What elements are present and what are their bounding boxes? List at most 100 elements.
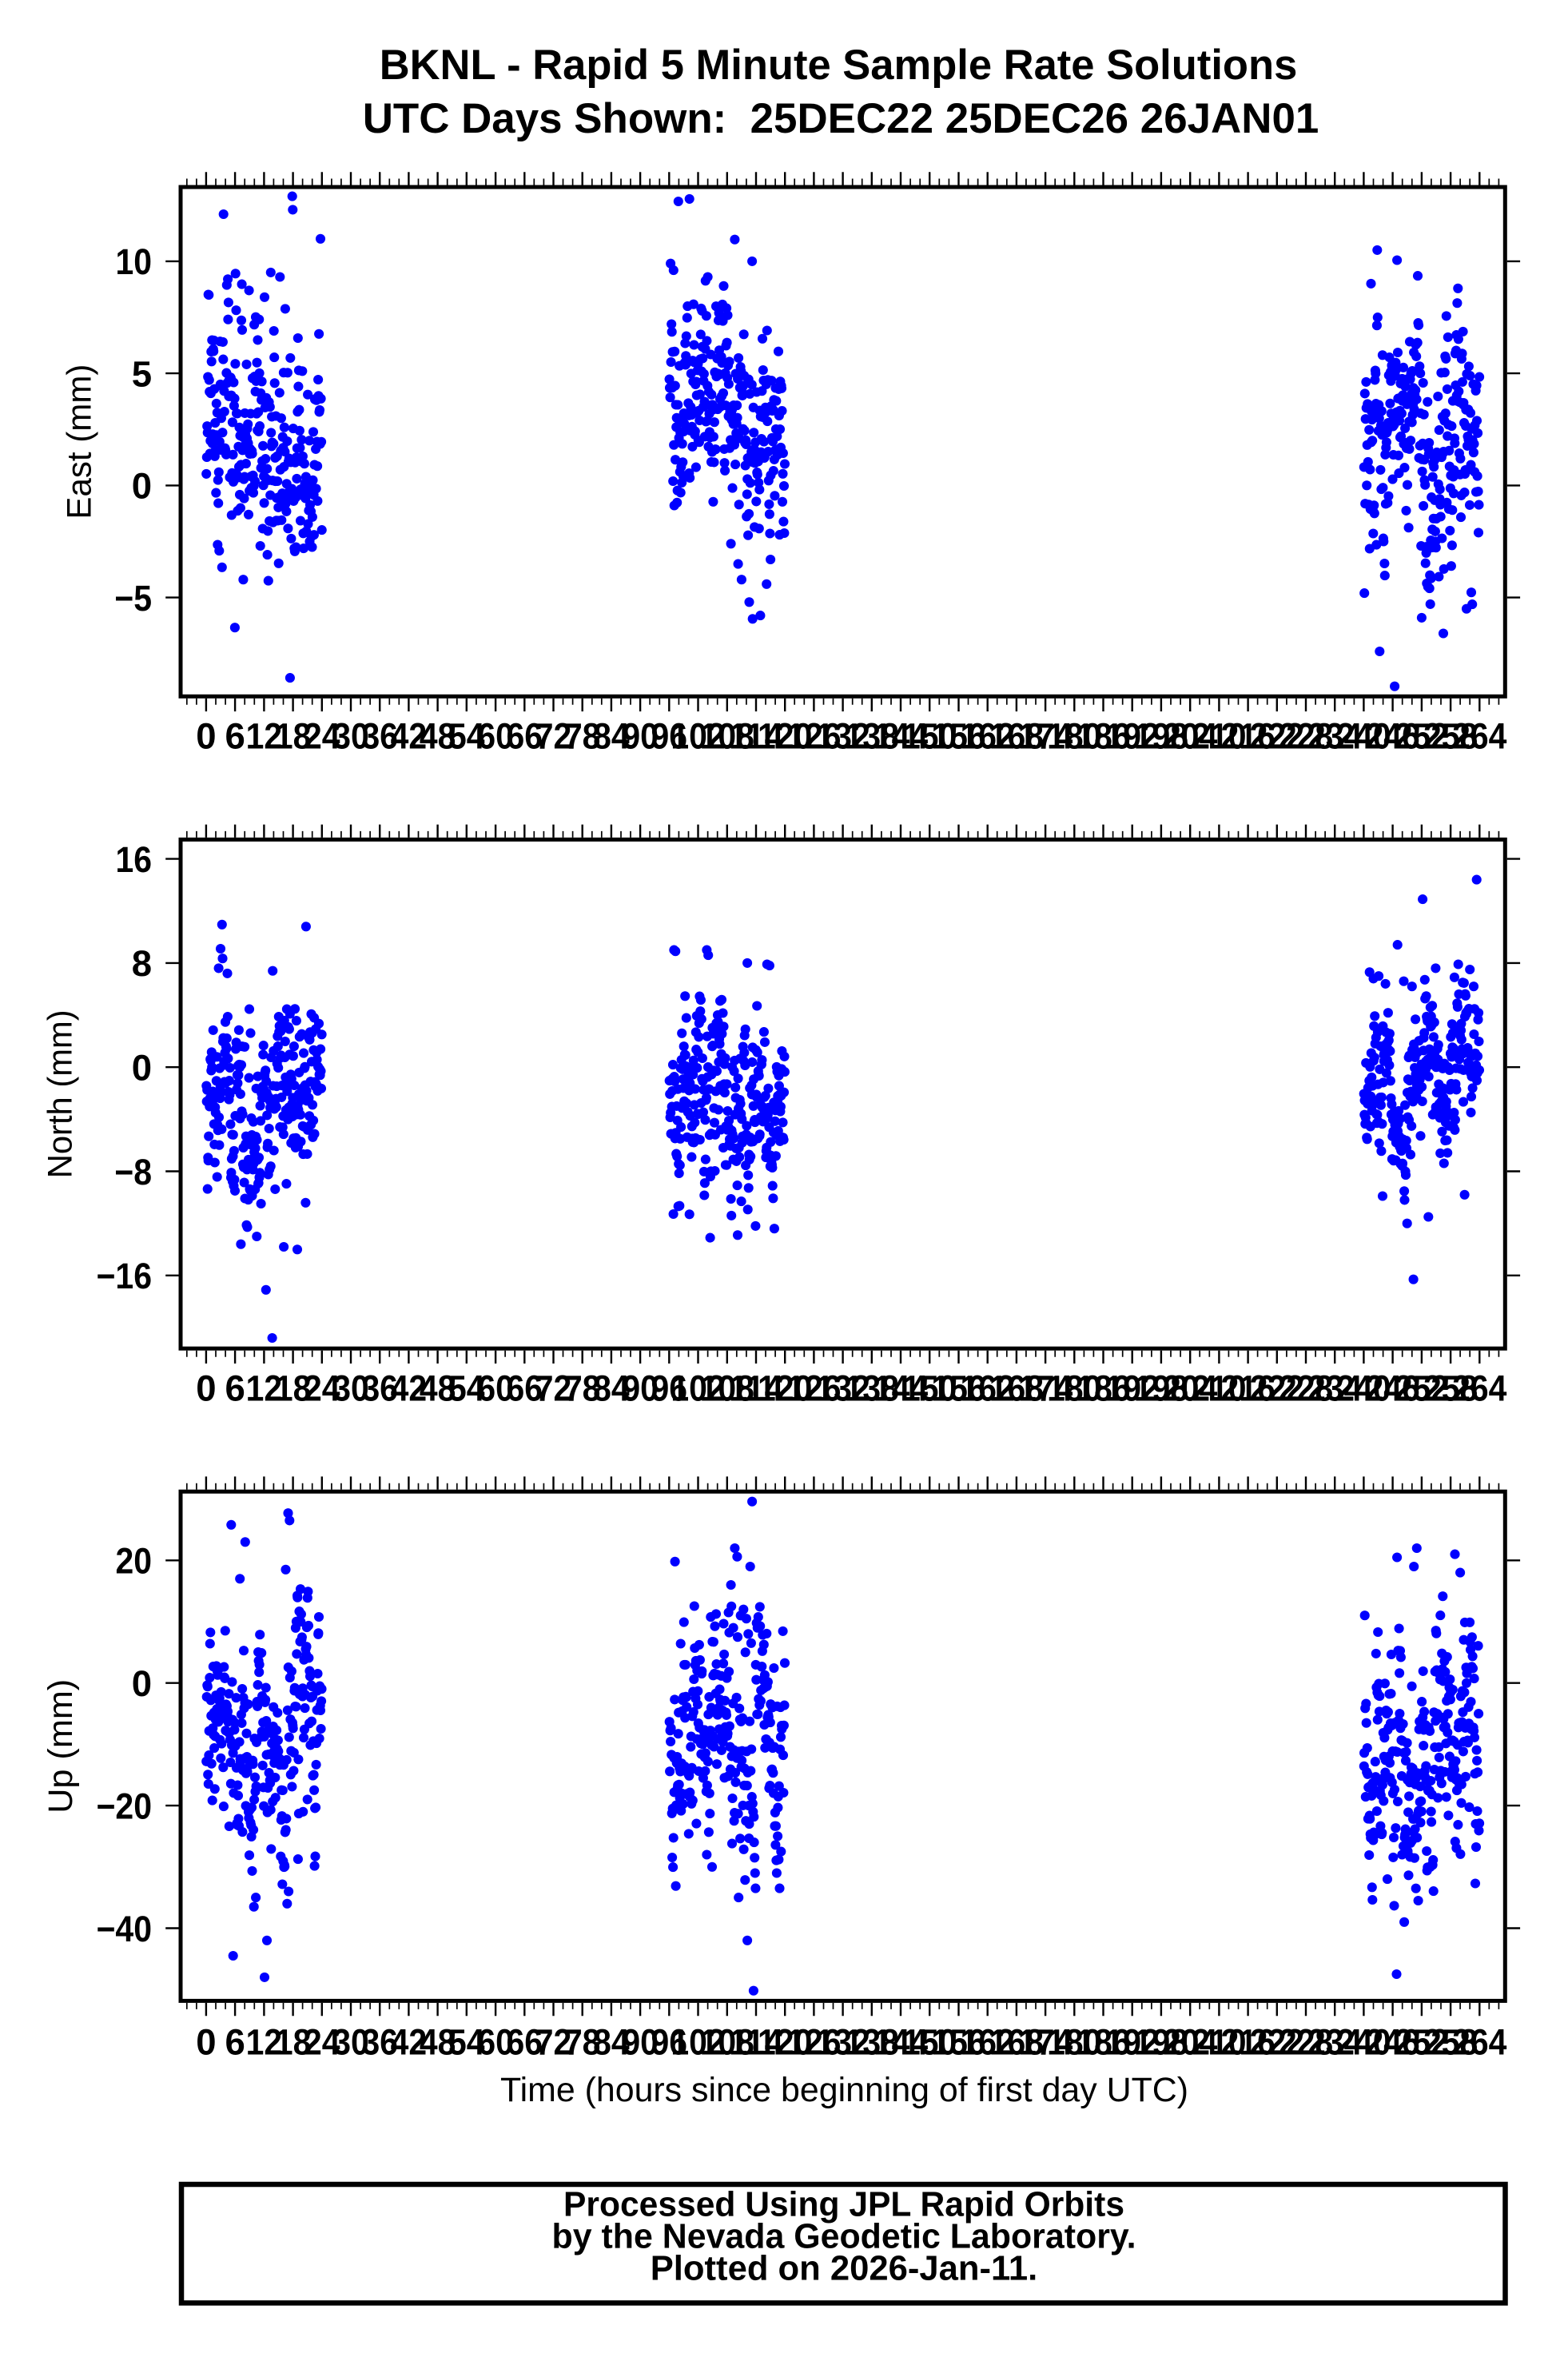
svg-text:180: 180 (1047, 716, 1101, 757)
svg-text:222: 222 (1250, 716, 1304, 757)
svg-text:210: 210 (1192, 716, 1246, 757)
svg-text:168: 168 (989, 716, 1044, 757)
svg-text:162: 162 (961, 1368, 1015, 1408)
svg-text:156: 156 (931, 716, 985, 757)
svg-text:216: 216 (1220, 716, 1275, 757)
svg-text:264: 264 (1452, 2022, 1507, 2063)
svg-text:96: 96 (651, 716, 688, 757)
svg-text:90: 90 (622, 716, 659, 757)
svg-text:156: 156 (931, 1368, 985, 1408)
svg-text:174: 174 (1018, 716, 1073, 757)
svg-text:258: 258 (1423, 716, 1478, 757)
svg-text:−8: −8 (114, 1152, 152, 1192)
svg-text:132: 132 (815, 716, 870, 757)
svg-text:126: 126 (786, 1368, 841, 1408)
svg-text:96: 96 (651, 2022, 688, 2063)
svg-text:102: 102 (671, 1368, 725, 1408)
svg-text:144: 144 (874, 716, 929, 757)
svg-text:0: 0 (196, 1368, 216, 1408)
svg-text:BKNL - Rapid 5 Minute Sample R: BKNL - Rapid 5 Minute Sample Rate Soluti… (380, 42, 1298, 89)
svg-text:48: 48 (420, 1368, 456, 1408)
svg-text:102: 102 (671, 2022, 725, 2063)
svg-text:Plotted on 2026-Jan-11.: Plotted on 2026-Jan-11. (651, 2250, 1038, 2288)
svg-text:96: 96 (651, 1368, 688, 1408)
svg-text:66: 66 (507, 1368, 543, 1408)
svg-text:252: 252 (1395, 716, 1449, 757)
svg-text:114: 114 (729, 1368, 784, 1408)
svg-text:228: 228 (1279, 2022, 1333, 2063)
svg-text:66: 66 (507, 2022, 543, 2063)
svg-text:264: 264 (1452, 1368, 1507, 1408)
svg-text:72: 72 (535, 716, 572, 757)
svg-text:108: 108 (700, 716, 754, 757)
svg-text:246: 246 (1365, 2022, 1419, 2063)
svg-text:84: 84 (593, 1368, 630, 1408)
svg-text:138: 138 (845, 2022, 899, 2063)
svg-text:186: 186 (1076, 716, 1130, 757)
svg-text:78: 78 (564, 716, 601, 757)
svg-text:72: 72 (535, 2022, 572, 2063)
svg-text:108: 108 (700, 2022, 754, 2063)
svg-text:252: 252 (1395, 2022, 1449, 2063)
svg-text:78: 78 (564, 2022, 601, 2063)
svg-text:20: 20 (116, 1541, 153, 1582)
svg-text:60: 60 (477, 2022, 514, 2063)
svg-text:54: 54 (448, 716, 485, 757)
svg-text:186: 186 (1076, 1368, 1130, 1408)
svg-text:72: 72 (535, 1368, 572, 1408)
svg-text:198: 198 (1134, 716, 1188, 757)
svg-text:138: 138 (845, 1368, 899, 1408)
svg-text:30: 30 (332, 2022, 369, 2063)
svg-text:180: 180 (1047, 2022, 1101, 2063)
svg-text:180: 180 (1047, 1368, 1101, 1408)
svg-text:126: 126 (786, 2022, 841, 2063)
svg-text:240: 240 (1336, 716, 1391, 757)
svg-text:174: 174 (1018, 2022, 1073, 2063)
svg-text:36: 36 (361, 1368, 398, 1408)
svg-text:126: 126 (786, 716, 841, 757)
svg-text:102: 102 (671, 716, 725, 757)
svg-text:162: 162 (961, 716, 1015, 757)
svg-text:234: 234 (1307, 2022, 1363, 2063)
svg-text:252: 252 (1395, 1368, 1449, 1408)
svg-text:8: 8 (132, 943, 152, 984)
svg-text:−5: −5 (114, 578, 152, 619)
svg-text:198: 198 (1134, 1368, 1188, 1408)
svg-text:48: 48 (420, 2022, 456, 2063)
svg-text:204: 204 (1163, 716, 1218, 757)
svg-text:24: 24 (304, 716, 340, 757)
svg-text:UTC Days Shown: 25DEC22 25DEC: UTC Days Shown: 25DEC22 25DEC26 26JAN01 (363, 95, 1319, 142)
svg-text:198: 198 (1134, 2022, 1188, 2063)
svg-text:North (mm): North (mm) (42, 1009, 79, 1178)
svg-text:18: 18 (275, 2022, 312, 2063)
svg-text:150: 150 (902, 716, 957, 757)
svg-text:204: 204 (1163, 1368, 1218, 1408)
svg-text:210: 210 (1192, 1368, 1246, 1408)
svg-text:by the Nevada Geodetic Laborat: by the Nevada Geodetic Laboratory. (552, 2217, 1136, 2255)
svg-text:258: 258 (1423, 2022, 1478, 2063)
svg-text:Up (mm): Up (mm) (42, 1679, 80, 1814)
svg-text:264: 264 (1452, 716, 1507, 757)
svg-text:−16: −16 (97, 1256, 153, 1296)
svg-text:120: 120 (758, 716, 812, 757)
svg-text:60: 60 (477, 1368, 514, 1408)
svg-text:6: 6 (225, 716, 245, 757)
svg-text:0: 0 (132, 466, 152, 507)
svg-text:Processed Using JPL Rapid Orbi: Processed Using JPL Rapid Orbits (563, 2185, 1124, 2224)
svg-text:192: 192 (1105, 1368, 1160, 1408)
svg-text:138: 138 (845, 716, 899, 757)
svg-text:36: 36 (361, 2022, 398, 2063)
svg-text:84: 84 (593, 2022, 630, 2063)
svg-text:90: 90 (622, 2022, 659, 2063)
svg-text:216: 216 (1220, 1368, 1275, 1408)
svg-text:228: 228 (1279, 716, 1333, 757)
svg-text:240: 240 (1336, 2022, 1391, 2063)
svg-text:192: 192 (1105, 2022, 1160, 2063)
svg-text:42: 42 (391, 716, 428, 757)
svg-text:150: 150 (902, 2022, 957, 2063)
svg-text:228: 228 (1279, 1368, 1333, 1408)
svg-text:54: 54 (448, 1368, 485, 1408)
svg-text:90: 90 (622, 1368, 659, 1408)
svg-text:240: 240 (1336, 1368, 1391, 1408)
svg-text:54: 54 (448, 2022, 485, 2063)
